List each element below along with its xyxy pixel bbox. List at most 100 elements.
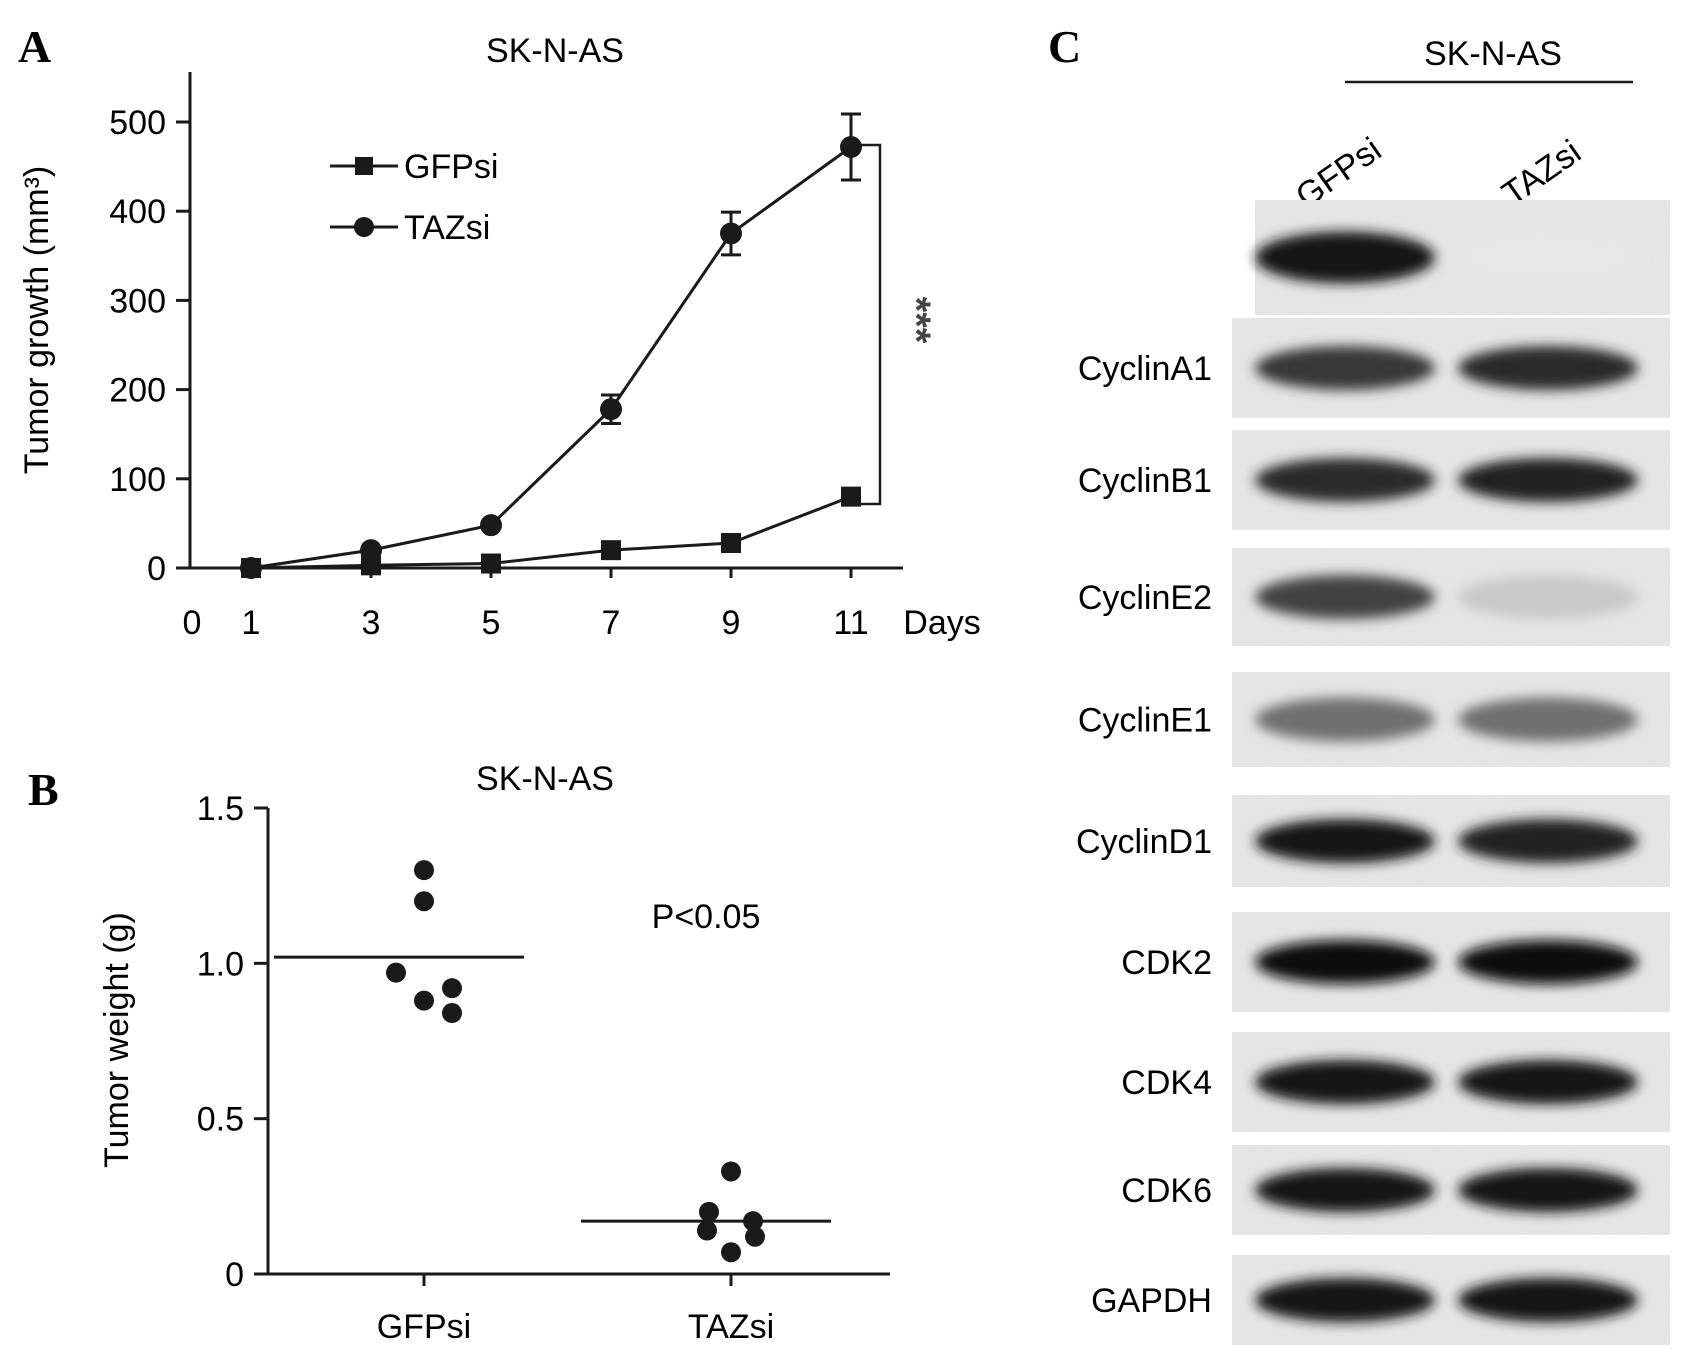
legend-marker-gfpsi <box>355 157 373 175</box>
blot-label-cyclind1: CyclinD1 <box>1076 823 1212 861</box>
blot-band-cyclind1-gfpsi <box>1255 819 1435 863</box>
blot-band-gapdh-gfpsi <box>1255 1278 1435 1322</box>
data-point-tazsi <box>360 539 382 562</box>
blot-band-unlabeled-gfpsi <box>1255 231 1435 284</box>
panel-a: A SK-N-AS Tumor growth (mm³) Days 0 100 20… <box>18 21 981 642</box>
blot-band-cyclinb1-gfpsi <box>1255 458 1435 502</box>
chart-a-y-ticks: 0 100 200 300 400 500 <box>109 104 190 588</box>
data-point-gfpsi <box>414 990 434 1011</box>
chart-a-x-tick-label: 7 <box>602 604 621 642</box>
chart-a-y-tick-label: 200 <box>109 372 166 410</box>
chart-b-annotation: P<0.05 <box>652 898 761 936</box>
blot-title: SK-N-AS <box>1424 35 1562 73</box>
chart-a-y-tick-label: 0 <box>147 550 166 588</box>
legend-marker-tazsi <box>354 217 374 237</box>
blot-band-cdk2-tazsi <box>1458 940 1638 984</box>
blot-label-cdk4: CDK4 <box>1121 1064 1212 1102</box>
blot-label-cycline2: CyclinE2 <box>1078 579 1212 617</box>
data-point-tazsi <box>840 135 862 158</box>
blot-label-cdk2: CDK2 <box>1121 944 1212 982</box>
data-point-tazsi <box>720 222 742 245</box>
chart-a-y-tick-label: 100 <box>109 461 166 499</box>
blot-band-cdk6-tazsi <box>1458 1168 1638 1212</box>
chart-a-significance-annotation: *** <box>894 297 938 344</box>
blot-label-gapdh: GAPDH <box>1091 1282 1212 1320</box>
data-point-tazsi <box>480 514 502 537</box>
data-point-tazsi <box>699 1201 719 1222</box>
chart-a-x-ticks: 0 1 3 5 7 9 11 <box>183 568 869 642</box>
blot-strip-gapdh: GAPDH <box>1091 1255 1670 1345</box>
data-point-gfpsi <box>386 962 406 983</box>
series-line-tazsi <box>250 145 852 570</box>
chart-a-x-tick-label: 0 <box>183 604 202 642</box>
blot-strip-unlabeled <box>1255 200 1670 315</box>
blot-strip-cyclind1: CyclinD1 <box>1076 795 1670 887</box>
data-point-gfpsi <box>414 860 434 881</box>
panel-c: C SK-N-AS GFPsi TAZsi CyclinA1CyclinB1Cy… <box>1048 21 1670 1345</box>
series-line-gfpsi <box>250 495 852 570</box>
blot-strip-cdk6: CDK6 <box>1121 1145 1670 1235</box>
data-point-tazsi <box>745 1226 765 1247</box>
chart-a-title: SK-N-AS <box>486 32 624 70</box>
blot-band-cyclina1-tazsi <box>1458 346 1638 390</box>
panel-letter-a: A <box>18 21 51 72</box>
blot-strip-cdk2: CDK2 <box>1121 912 1670 1012</box>
chart-a-x-tick-label: 9 <box>722 604 741 642</box>
data-point-gfpsi <box>841 486 861 507</box>
chart-b-y-tick-label: 0 <box>225 1256 244 1294</box>
chart-b-x-tick-label: TAZsi <box>688 1308 774 1346</box>
data-point-tazsi <box>721 1161 741 1182</box>
blot-band-cycline1-gfpsi <box>1255 697 1435 742</box>
legend-label-gfpsi: GFPsi <box>404 148 498 186</box>
blot-strip-cycline2: CyclinE2 <box>1078 548 1670 646</box>
blot-band-cyclind1-tazsi <box>1458 819 1638 863</box>
chart-b-y-tick-label: 0.5 <box>197 1101 244 1139</box>
blot-band-gapdh-tazsi <box>1458 1278 1638 1322</box>
data-point-tazsi <box>721 1242 741 1263</box>
chart-b-x-ticks: GFPsi TAZsi <box>377 1274 774 1346</box>
blot-band-cycline2-tazsi <box>1458 575 1638 619</box>
blot-strip-cyclinb1: CyclinB1 <box>1078 430 1670 530</box>
blot-band-cyclinb1-tazsi <box>1458 458 1638 502</box>
panel-b: B SK-N-AS Tumor weight (g) P<0.05 0 0.5 1.… <box>28 760 890 1346</box>
chart-a-x-label: Days <box>903 604 980 642</box>
chart-a-significance-bracket <box>852 143 882 506</box>
data-point-gfpsi <box>442 978 462 999</box>
blot-label-cyclinb1: CyclinB1 <box>1078 462 1212 500</box>
chart-a-x-tick-label: 1 <box>242 604 261 642</box>
chart-b-y-tick-label: 1.0 <box>197 945 244 983</box>
blot-label-cdk6: CDK6 <box>1121 1172 1212 1210</box>
blot-strip-cycline1: CyclinE1 <box>1078 672 1670 767</box>
data-point-tazsi <box>600 398 622 421</box>
chart-b-y-ticks: 0 0.5 1.0 1.5 <box>197 790 268 1294</box>
blot-band-cycline2-gfpsi <box>1255 575 1435 619</box>
data-point-tazsi <box>240 557 262 579</box>
data-point-gfpsi <box>442 1003 462 1024</box>
legend-label-tazsi: TAZsi <box>404 209 490 247</box>
chart-b-points <box>274 860 831 1263</box>
blot-strip-cdk4: CDK4 <box>1121 1032 1670 1132</box>
blot-band-cycline1-tazsi <box>1458 697 1638 742</box>
data-point-gfpsi <box>601 540 621 561</box>
chart-a-legend: GFPsi TAZsi <box>330 148 498 247</box>
chart-a-x-tick-label: 11 <box>833 604 868 642</box>
chart-a-y-label: Tumor growth (mm³) <box>18 166 56 475</box>
chart-a-x-tick-label: 5 <box>482 604 501 642</box>
panel-letter-b: B <box>28 764 59 815</box>
blot-strip-cyclina1: CyclinA1 <box>1078 318 1670 418</box>
blot-band-cdk4-tazsi <box>1458 1060 1638 1104</box>
data-point-gfpsi <box>361 555 381 576</box>
chart-b-y-tick-label: 1.5 <box>197 790 244 828</box>
chart-b-y-label: Tumor weight (g) <box>98 912 136 1168</box>
blot-label-cycline1: CyclinE1 <box>1078 702 1212 740</box>
blot-band-cdk6-gfpsi <box>1255 1168 1435 1212</box>
chart-b-x-tick-label: GFPsi <box>377 1308 471 1346</box>
blot-band-cdk2-gfpsi <box>1255 940 1435 984</box>
chart-b-title: SK-N-AS <box>476 760 614 798</box>
chart-a-x-tick-label: 3 <box>362 604 381 642</box>
chart-a-y-tick-label: 400 <box>109 193 166 231</box>
data-point-tazsi <box>697 1220 717 1241</box>
chart-a-y-tick-label: 500 <box>109 104 166 142</box>
blot-strips: CyclinA1 CyclinB1 CyclinE2 CyclinE1 CyclinD1… <box>1076 200 1670 1345</box>
